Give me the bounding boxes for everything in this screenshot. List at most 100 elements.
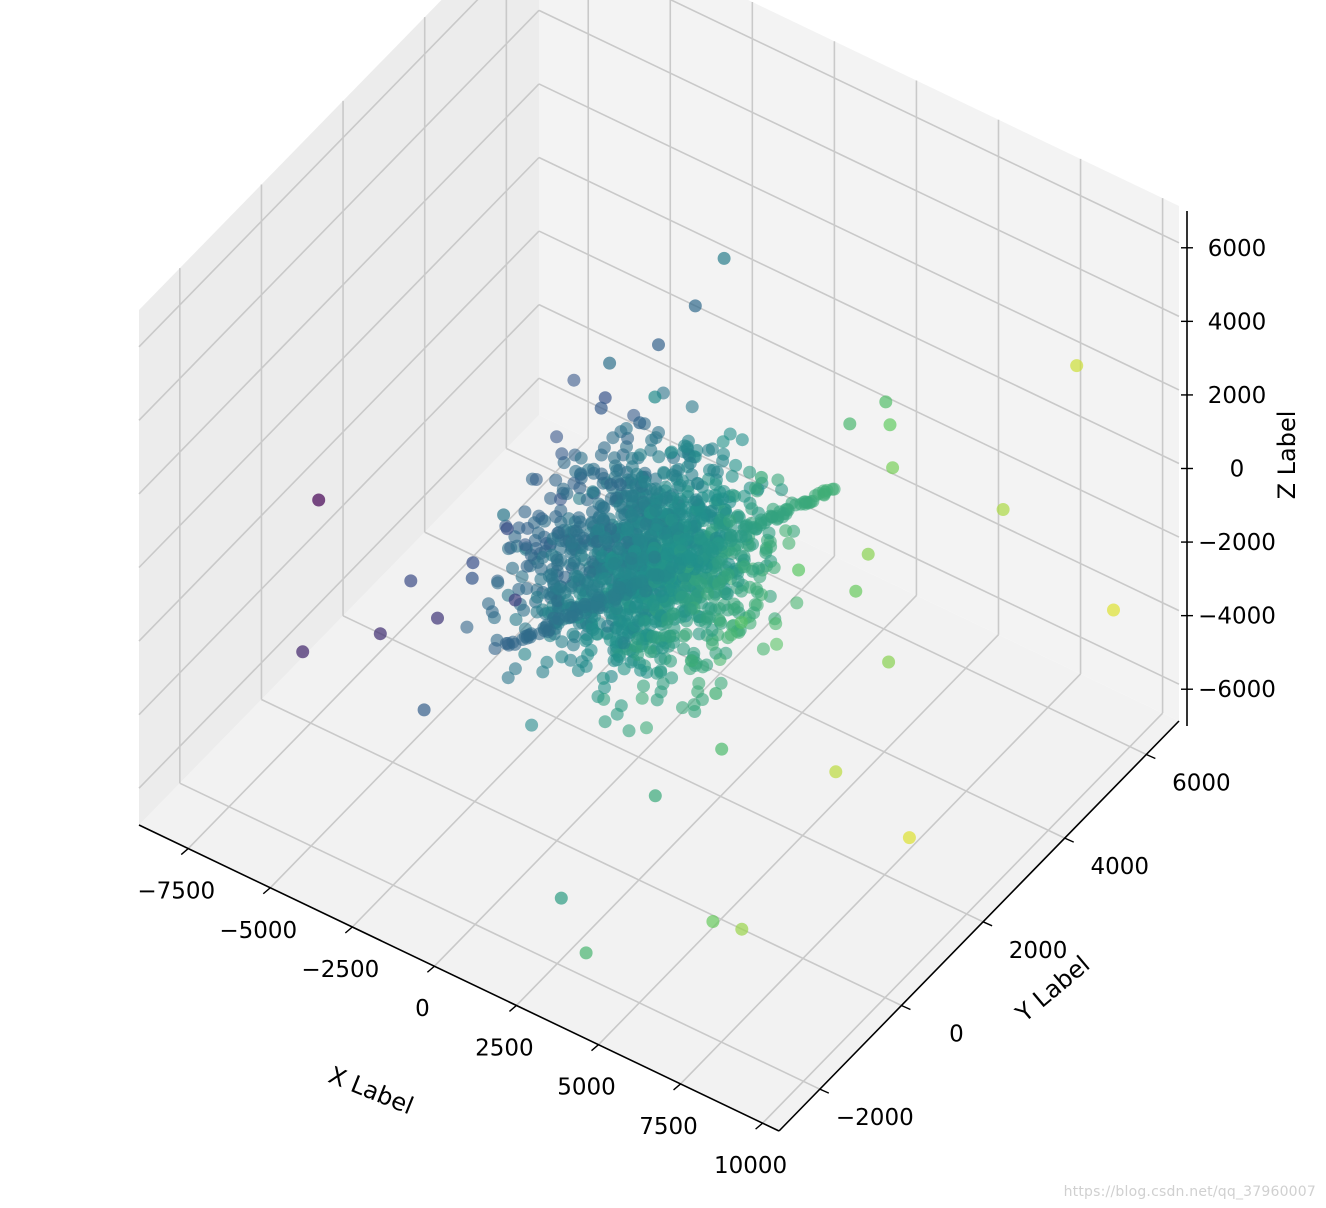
data-point — [500, 522, 514, 536]
cloud-point — [578, 600, 592, 614]
data-point — [849, 584, 863, 598]
cloud-point — [617, 662, 631, 676]
data-point — [404, 574, 418, 588]
cloud-point — [665, 445, 679, 459]
data-point — [882, 655, 896, 669]
cloud-point — [596, 513, 610, 527]
cloud-point — [569, 464, 583, 478]
cloud-point — [637, 679, 650, 693]
cloud-point — [574, 451, 588, 465]
y-axis-line — [778, 720, 1180, 1132]
point-cloud — [460, 373, 841, 738]
y-tick-mark — [819, 1088, 830, 1094]
z-tick-label: −6000 — [1198, 677, 1276, 703]
cloud-point — [685, 468, 699, 482]
cloud-point — [552, 526, 566, 539]
cloud-point — [524, 548, 538, 562]
cloud-point — [702, 611, 716, 625]
cloud-point — [625, 552, 639, 565]
cloud-point — [769, 617, 783, 631]
cloud-point — [491, 576, 505, 590]
cloud-point — [544, 491, 558, 505]
data-point — [879, 395, 893, 409]
data-point — [1070, 359, 1084, 373]
cloud-point — [713, 516, 727, 530]
cloud-point — [618, 567, 632, 581]
cloud-point — [564, 581, 578, 595]
z-tick-label: 2000 — [1208, 383, 1267, 409]
cloud-point — [532, 526, 545, 540]
axis-panes — [139, 0, 1179, 1131]
cloud-point — [764, 540, 778, 554]
cloud-point — [683, 456, 697, 470]
data-point — [709, 687, 723, 700]
cloud-point — [547, 611, 560, 625]
data-point — [633, 416, 647, 430]
x-tick-label: −7500 — [137, 879, 215, 905]
data-point — [861, 547, 875, 561]
gridline-z-left — [138, 304, 540, 716]
cloud-point — [521, 521, 535, 535]
cloud-point — [579, 659, 593, 673]
cloud-point — [684, 603, 697, 617]
cloud-point — [729, 458, 743, 472]
cloud-point — [762, 526, 776, 540]
cloud-point — [615, 508, 629, 522]
z-tick-label: 4000 — [1208, 309, 1267, 335]
data-point — [508, 593, 522, 607]
data-point — [417, 703, 431, 717]
cloud-point — [724, 628, 738, 642]
x-tick-mark — [508, 1004, 517, 1012]
cloud-point — [607, 557, 621, 570]
cloud-point — [556, 482, 570, 496]
data-point — [594, 401, 608, 415]
cloud-point — [611, 623, 625, 636]
cloud-point — [598, 715, 612, 729]
cloud-point — [724, 529, 738, 543]
cloud-point — [656, 677, 670, 691]
cloud-point — [586, 623, 600, 637]
cloud-point — [654, 652, 668, 666]
gridline-z-left — [138, 83, 540, 495]
cloud-point — [665, 560, 679, 574]
gridline-y-floor — [342, 615, 984, 923]
cloud-point — [734, 530, 748, 543]
cloud-point — [538, 624, 551, 638]
y-tick-mark — [1146, 753, 1156, 760]
data-point — [715, 742, 729, 756]
gridline-y-floor — [179, 782, 821, 1090]
data-point — [497, 508, 511, 522]
cloud-point — [621, 522, 634, 536]
x-tick-mark — [262, 887, 271, 895]
data-point — [466, 556, 480, 570]
gridline-z-back — [538, 156, 1180, 465]
cloud-point — [754, 516, 768, 530]
cloud-point — [713, 575, 727, 589]
cloud-point — [664, 654, 677, 668]
x-tick-label: 7500 — [639, 1114, 698, 1140]
cloud-point — [649, 504, 663, 517]
cloud-point — [529, 473, 543, 486]
x-axis-line — [138, 824, 780, 1132]
cloud-point — [701, 489, 715, 503]
cloud-point — [586, 485, 600, 499]
y-tick-label: 2000 — [1009, 938, 1068, 964]
gridline-z-back — [538, 230, 1180, 538]
z-tick-label: −2000 — [1198, 530, 1276, 556]
cloud-point — [649, 482, 662, 496]
cloud-point — [658, 526, 672, 540]
cloud-point — [572, 528, 586, 542]
cloud-point — [583, 565, 597, 579]
gridline-x-floor — [762, 712, 1164, 1124]
cloud-point — [639, 517, 653, 531]
data-point — [792, 563, 806, 577]
cloud-point — [767, 561, 781, 575]
gridline-x-floor — [515, 594, 918, 1007]
cloud-point — [550, 553, 564, 567]
cloud-point — [692, 627, 706, 641]
gridline-z-back — [538, 9, 1180, 318]
cloud-point — [714, 676, 728, 690]
cloud-point — [638, 616, 652, 630]
cloud-point — [622, 724, 636, 738]
